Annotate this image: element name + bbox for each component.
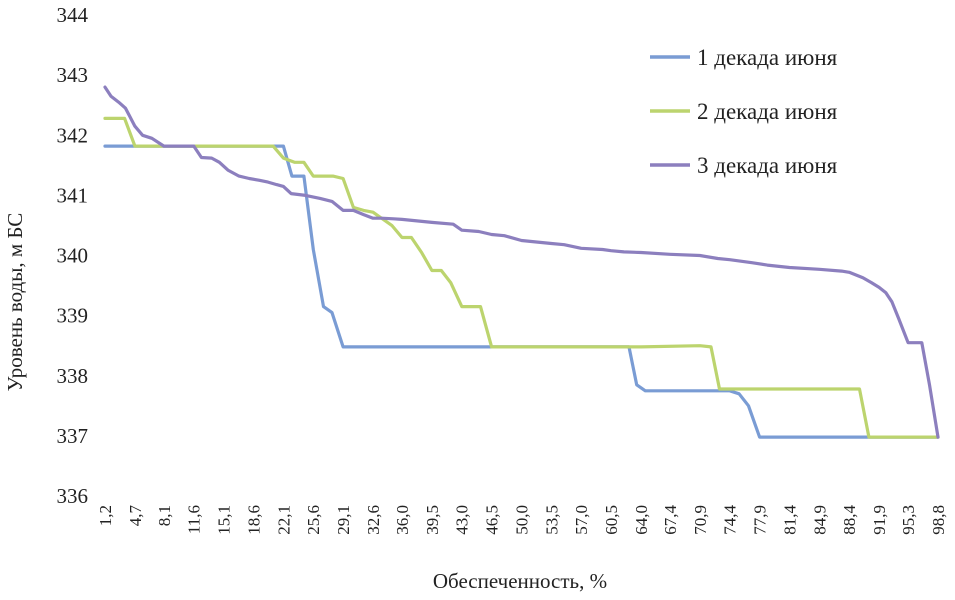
y-tick-label: 337: [57, 424, 89, 448]
x-axis-ticks: 1,2 4,7 8,1 11,6 15,1 18,6 22,1 25,6 29,1 32,6 36,…: [96, 505, 948, 535]
x-tick-label: 29,1: [334, 505, 353, 535]
x-tick-label: 70,9: [691, 505, 710, 535]
x-tick-label: 67,4: [661, 505, 680, 535]
series-line-1: [103, 144, 940, 439]
y-tick-label: 343: [57, 63, 89, 87]
series-line-3: [103, 85, 940, 439]
x-tick-label: 98,8: [929, 505, 948, 535]
x-tick-label: 77,9: [751, 505, 770, 535]
y-axis-title: Уровень воды, м БС: [3, 213, 27, 392]
x-tick-label: 32,6: [364, 505, 383, 535]
x-tick-label: 25,6: [304, 505, 323, 535]
x-tick-label: 50,0: [512, 505, 531, 535]
legend-label-3: 3 декада июня: [697, 153, 838, 178]
legend-label-1: 1 декада июня: [697, 45, 838, 70]
x-tick-label: 43,0: [453, 505, 472, 535]
x-tick-label: 57,0: [572, 505, 591, 535]
y-tick-label: 344: [57, 3, 89, 27]
y-tick-label: 340: [57, 244, 89, 268]
series-line-2: [103, 116, 940, 439]
y-tick-label: 336: [57, 484, 89, 508]
x-tick-label: 18,6: [244, 505, 263, 535]
y-tick-label: 339: [57, 304, 89, 328]
legend: 1 декада июня 2 декада июня 3 декада июня: [650, 45, 838, 178]
x-tick-label: 8,1: [155, 505, 174, 526]
x-tick-label: 84,9: [810, 505, 829, 535]
x-tick-label: 53,5: [542, 505, 561, 535]
x-tick-label: 88,4: [840, 505, 859, 535]
y-axis-ticks: 336 337 338 339 340 341 342 343 344: [57, 3, 89, 508]
x-tick-label: 81,4: [780, 505, 799, 535]
x-tick-label: 22,1: [274, 505, 293, 535]
x-tick-label: 36,0: [393, 505, 412, 535]
plot-lines: [103, 85, 940, 439]
x-tick-label: 74,4: [721, 505, 740, 535]
x-tick-label: 39,5: [423, 505, 442, 535]
x-tick-label: 11,6: [185, 505, 204, 534]
y-tick-label: 338: [57, 364, 89, 388]
x-tick-label: 95,3: [899, 505, 918, 535]
x-tick-label: 46,5: [483, 505, 502, 535]
x-tick-label: 91,9: [870, 505, 889, 535]
legend-label-2: 2 декада июня: [697, 99, 838, 124]
x-tick-label: 4,7: [126, 505, 145, 527]
y-tick-label: 341: [57, 183, 89, 207]
x-axis-title: Обеспеченность, %: [433, 569, 607, 593]
x-tick-label: 1,2: [96, 505, 115, 526]
y-tick-label: 342: [57, 123, 89, 147]
x-tick-label: 15,1: [215, 505, 234, 535]
x-tick-label: 60,5: [602, 505, 621, 535]
x-tick-label: 64,0: [632, 505, 651, 535]
